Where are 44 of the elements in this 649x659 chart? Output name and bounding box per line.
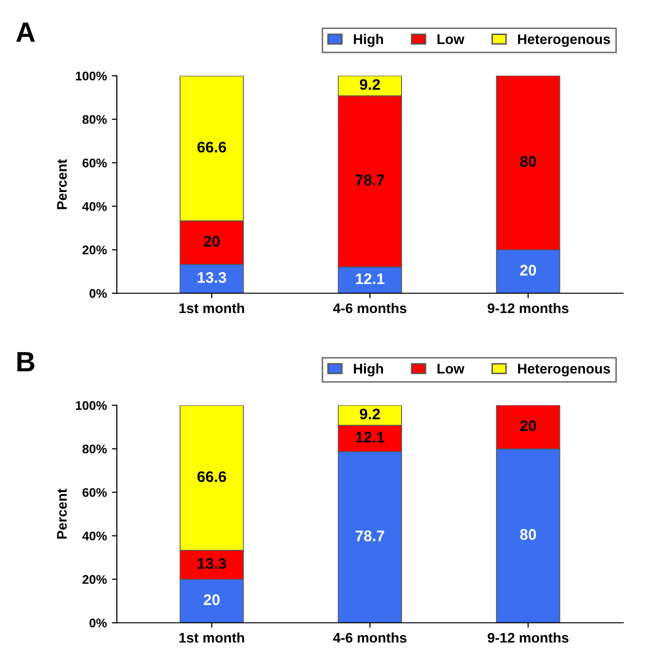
- x-tick-label: 4-6 months: [333, 632, 406, 643]
- x-tick-label: 9-12 months: [488, 302, 568, 314]
- legend-label: Heterogenous: [518, 364, 610, 376]
- data-label: 20: [520, 264, 536, 276]
- x-tick-label: 1st month: [179, 632, 244, 643]
- y-tick-label: 100%: [76, 401, 107, 410]
- y-axis-title: Percent: [57, 488, 67, 539]
- y-tick-label: 0%: [90, 618, 107, 628]
- y-tick-label: 100%: [76, 72, 107, 80]
- legend-label: High: [354, 363, 383, 376]
- data-label: 78.7: [356, 530, 384, 542]
- y-tick-label: 80%: [82, 444, 107, 454]
- y-tick-label: 40%: [82, 202, 107, 211]
- y-tick-label: 20%: [82, 246, 107, 254]
- data-label: 13.3: [198, 272, 226, 283]
- y-tick-label: 40%: [82, 532, 107, 540]
- y-tick-label: 80%: [82, 115, 107, 124]
- x-tick-label: 1st month: [179, 302, 244, 314]
- data-label: 66.6: [197, 471, 226, 482]
- data-label: 20: [520, 420, 536, 432]
- y-tick-label: 0%: [90, 289, 107, 298]
- legend-label: Heterogenous: [518, 34, 610, 47]
- data-label: 78.7: [356, 174, 384, 186]
- data-label: 80: [520, 529, 536, 540]
- data-label: 20: [204, 594, 220, 606]
- data-label: 80: [520, 156, 536, 167]
- data-label: 12.1: [356, 432, 384, 442]
- chart-title: A: [16, 22, 35, 42]
- data-label: 9.2: [360, 79, 380, 90]
- legend-label: Low: [438, 34, 464, 44]
- x-tick-label: 4-6 months: [333, 302, 406, 314]
- y-tick-label: 60%: [82, 488, 107, 497]
- x-tick-label: 9-12 months: [488, 632, 568, 643]
- data-label: 13.3: [198, 558, 226, 569]
- legend-label: High: [354, 34, 383, 47]
- legend-label: Low: [438, 364, 464, 374]
- y-tick-label: 60%: [82, 158, 107, 168]
- y-tick-label: 20%: [82, 575, 107, 584]
- y-axis-title: Percent: [57, 159, 67, 210]
- data-label: 66.6: [197, 142, 226, 153]
- data-label: 9.2: [360, 408, 380, 420]
- data-label: 12.1: [356, 273, 384, 284]
- data-label: 20: [204, 236, 220, 247]
- chart-title: B: [17, 352, 34, 372]
